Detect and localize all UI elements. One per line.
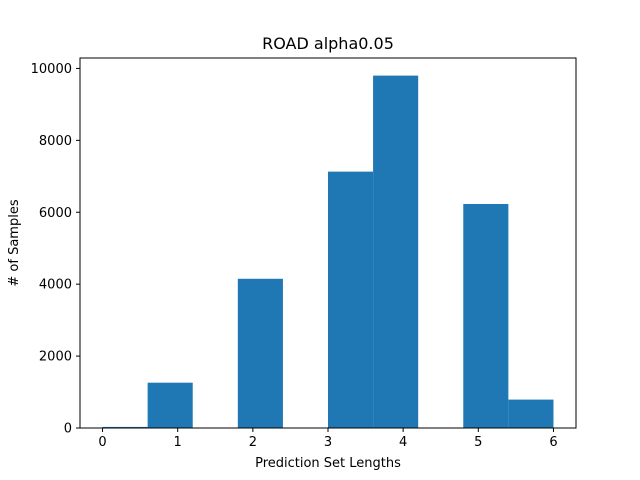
x-axis-label: Prediction Set Lengths [255, 456, 401, 471]
x-tick-label: 1 [174, 435, 182, 450]
bars-layer [102, 75, 554, 428]
y-tick-label: 10000 [31, 62, 72, 77]
y-tick-label: 6000 [39, 206, 72, 221]
histogram-bar-0 [102, 426, 148, 428]
histogram-bar-9 [508, 399, 554, 428]
y-axis-label: # of Samples [7, 199, 22, 286]
x-ticks: 0 1 2 3 4 5 6 [98, 428, 558, 450]
y-ticks: 0 2000 4000 6000 8000 10000 [31, 62, 80, 437]
y-tick-label: 0 [64, 422, 72, 437]
x-tick-label: 6 [549, 435, 557, 450]
histogram-bar-1 [147, 382, 193, 428]
histogram-bar-5 [328, 171, 374, 428]
chart-title: ROAD alpha0.05 [262, 34, 394, 53]
x-tick-label: 4 [399, 435, 407, 450]
y-tick-label: 4000 [39, 278, 72, 293]
x-tick-label: 5 [474, 435, 482, 450]
histogram-bar-8 [463, 203, 509, 428]
x-tick-label: 3 [324, 435, 332, 450]
y-tick-label: 2000 [39, 350, 72, 365]
histogram-bar-6 [373, 75, 419, 428]
x-tick-label: 0 [98, 435, 106, 450]
histogram-bar-3 [237, 278, 283, 428]
x-tick-label: 2 [249, 435, 257, 450]
y-tick-label: 8000 [39, 134, 72, 149]
